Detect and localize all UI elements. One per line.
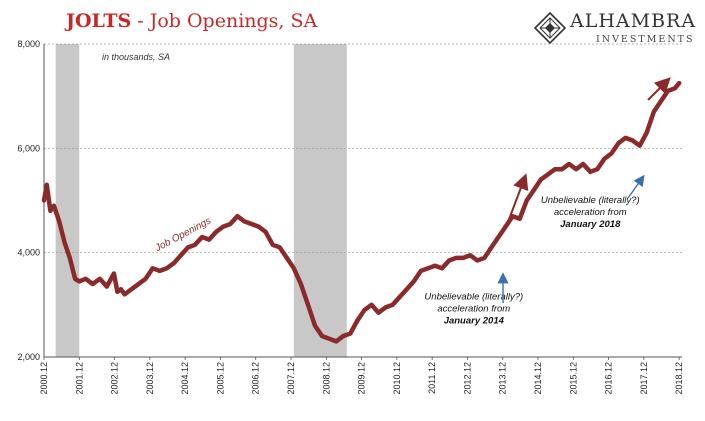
x-tick-label: 2002.12 <box>110 362 120 395</box>
x-tick-label: 2015.12 <box>568 362 578 395</box>
x-tick-label: 2005.12 <box>215 362 225 395</box>
brand-logo-block: ALHAMBRA INVESTMENTS <box>534 10 699 50</box>
x-tick-label: 2000.12 <box>39 362 49 395</box>
annotation-bold-date: January 2014 <box>444 316 505 327</box>
x-tick-labels: 2000.12 2001.12 2002.12 2003.12 2004.12 2005.… <box>39 357 684 395</box>
x-tick-label: 2007.12 <box>286 362 296 395</box>
y-tick-labels: 2,000 4,000 6,000 8,000 <box>17 39 40 362</box>
x-tick-label: 2008.12 <box>321 362 331 395</box>
series-label-job-openings: Job Openings <box>153 215 214 254</box>
brand-name: ALHAMBRA <box>570 10 697 32</box>
series-layer <box>41 80 682 344</box>
annotation-arrows <box>497 77 671 303</box>
annotation-line: acceleration from <box>554 207 627 218</box>
trend-arrow-2018 <box>647 77 671 101</box>
series-line-job-openings <box>41 80 682 344</box>
unit-note: in thousands, SA <box>102 52 170 62</box>
x-tick-label: 2014.12 <box>533 362 543 395</box>
x-tick-label: 2011.12 <box>427 362 437 394</box>
recession-band-1 <box>293 44 347 357</box>
y-tick-label: 2,000 <box>17 352 40 362</box>
pointer-arrow-2018 <box>627 174 645 199</box>
x-tick-label: 2017.12 <box>639 362 649 395</box>
y-tick-label: 8,000 <box>17 39 40 49</box>
x-tick-label: 2016.12 <box>604 362 614 395</box>
title-highlight: JOLTS <box>66 10 132 32</box>
title-rest: - Job Openings, SA <box>131 10 318 32</box>
annotation-line: acceleration from <box>437 304 510 315</box>
y-tick-label: 4,000 <box>17 248 40 258</box>
x-tick-label: 2004.12 <box>180 362 190 395</box>
annotation-bold-date: January 2018 <box>560 219 621 230</box>
annotation-line: Unbelievable (literally?) <box>541 195 640 206</box>
x-tick-label: 2009.12 <box>357 362 367 395</box>
recession-shading <box>55 44 347 357</box>
y-tick-label: 6,000 <box>17 143 40 153</box>
x-tick-label: 2013.12 <box>498 362 508 395</box>
alhambra-diamond-icon <box>534 12 566 44</box>
brand-sub: INVESTMENTS <box>596 34 695 45</box>
x-tick-label: 2001.12 <box>74 362 84 395</box>
trend-arrow-2014 <box>507 173 529 223</box>
annotation-line: Unbelievable (literally?) <box>424 292 523 303</box>
x-tick-label: 2006.12 <box>251 362 261 395</box>
x-tick-label: 2010.12 <box>392 362 402 395</box>
x-tick-label: 2012.12 <box>462 362 472 395</box>
x-tick-label: 2003.12 <box>145 362 155 395</box>
recession-band-0 <box>55 44 80 357</box>
chart-title: JOLTS - Job Openings, SA <box>66 10 317 32</box>
x-tick-label: 2018.12 <box>674 362 684 395</box>
